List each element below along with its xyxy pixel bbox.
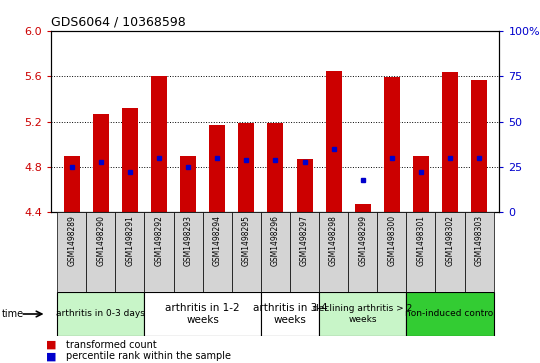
Bar	[202, 212, 232, 292]
Text: GSM1498302: GSM1498302	[446, 215, 455, 266]
Bar	[326, 70, 342, 212]
Text: arthritis in 3-4
weeks: arthritis in 3-4 weeks	[253, 303, 327, 325]
Bar	[64, 156, 80, 212]
Bar	[144, 292, 261, 336]
Text: declining arthritis > 2
weeks: declining arthritis > 2 weeks	[313, 304, 413, 324]
Bar	[232, 212, 261, 292]
Bar	[471, 79, 487, 212]
Bar	[355, 204, 371, 212]
Bar	[86, 212, 116, 292]
Text: GSM1498300: GSM1498300	[387, 215, 396, 266]
Bar	[238, 123, 254, 212]
Text: GSM1498290: GSM1498290	[96, 215, 105, 266]
Bar	[180, 156, 196, 212]
Text: GSM1498301: GSM1498301	[416, 215, 426, 266]
Bar	[464, 212, 494, 292]
Text: transformed count: transformed count	[66, 340, 157, 350]
Text: arthritis in 0-3 days: arthritis in 0-3 days	[56, 310, 145, 318]
Text: GSM1498289: GSM1498289	[67, 215, 76, 266]
Bar	[144, 212, 173, 292]
Text: GSM1498294: GSM1498294	[213, 215, 222, 266]
Text: arthritis in 1-2
weeks: arthritis in 1-2 weeks	[165, 303, 240, 325]
Text: GDS6064 / 10368598: GDS6064 / 10368598	[51, 15, 186, 28]
Bar	[435, 212, 464, 292]
Text: GSM1498291: GSM1498291	[125, 215, 134, 266]
Bar	[261, 212, 290, 292]
Text: percentile rank within the sample: percentile rank within the sample	[66, 351, 232, 362]
Text: ■: ■	[46, 351, 56, 362]
Bar	[413, 156, 429, 212]
Bar	[261, 292, 319, 336]
Text: GSM1498296: GSM1498296	[271, 215, 280, 266]
Bar	[296, 159, 313, 212]
Text: GSM1498293: GSM1498293	[184, 215, 193, 266]
Bar	[173, 212, 202, 292]
Text: time: time	[2, 309, 24, 319]
Text: GSM1498295: GSM1498295	[242, 215, 251, 266]
Bar	[384, 77, 400, 212]
Text: ■: ■	[46, 340, 56, 350]
Bar	[407, 292, 494, 336]
Text: GSM1498299: GSM1498299	[358, 215, 367, 266]
Bar	[377, 212, 407, 292]
Text: GSM1498292: GSM1498292	[154, 215, 164, 266]
Bar	[442, 72, 458, 212]
Bar	[209, 125, 225, 212]
Bar	[290, 212, 319, 292]
Bar	[57, 292, 144, 336]
Bar	[116, 212, 144, 292]
Text: GSM1498303: GSM1498303	[475, 215, 484, 266]
Text: non-induced control: non-induced control	[404, 310, 496, 318]
Bar	[122, 108, 138, 212]
Bar	[151, 76, 167, 212]
Bar	[348, 212, 377, 292]
Text: GSM1498298: GSM1498298	[329, 215, 338, 266]
Bar	[267, 123, 284, 212]
Bar	[319, 292, 407, 336]
Bar	[93, 114, 109, 212]
Bar	[319, 212, 348, 292]
Text: GSM1498297: GSM1498297	[300, 215, 309, 266]
Bar	[57, 212, 86, 292]
Bar	[407, 212, 435, 292]
